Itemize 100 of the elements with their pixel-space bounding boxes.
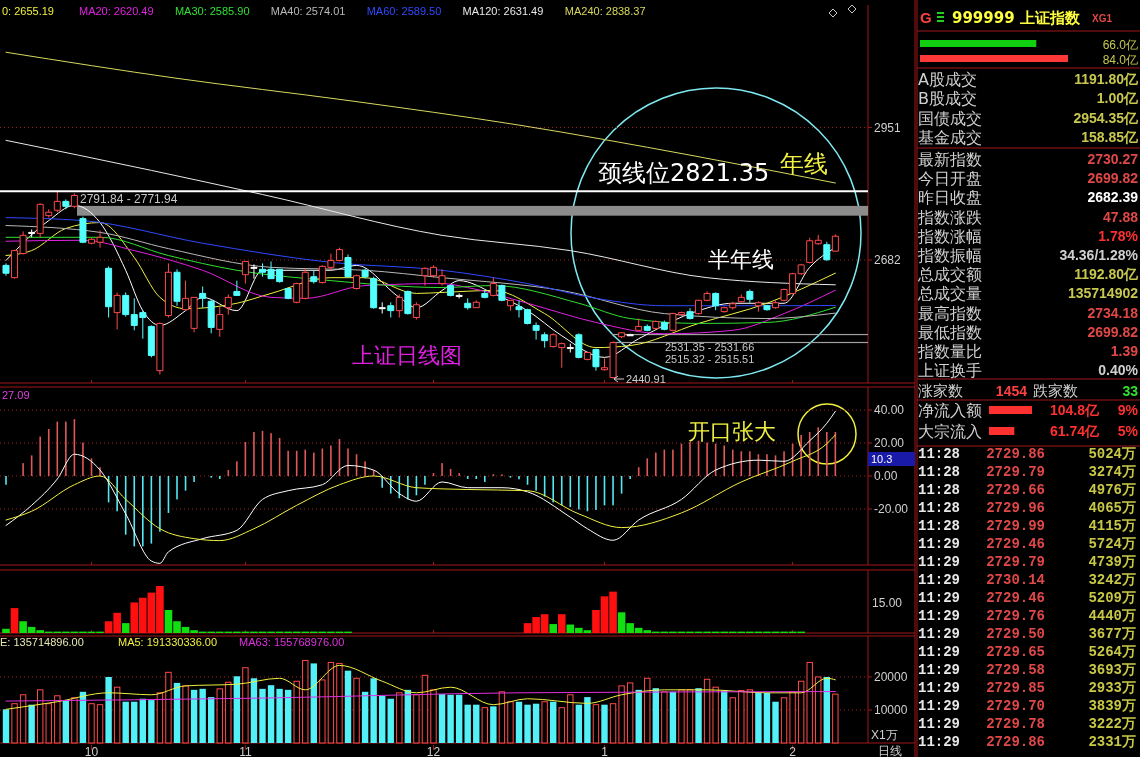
text: 33 bbox=[1122, 383, 1138, 399]
category-label: 11:29 bbox=[918, 716, 961, 732]
bar bbox=[755, 692, 762, 743]
bar bbox=[121, 623, 130, 633]
data-label: 2729.85 bbox=[986, 680, 1045, 696]
x-tick-label: 10 bbox=[84, 745, 99, 757]
bar bbox=[54, 695, 61, 744]
candlestick bbox=[156, 321, 164, 376]
data-label: 5209万 bbox=[1088, 590, 1136, 606]
bar bbox=[293, 680, 300, 744]
data-label: 3222万 bbox=[1088, 716, 1136, 732]
text: MA30: 2585.90 bbox=[174, 5, 250, 17]
bar bbox=[567, 694, 574, 744]
bar bbox=[96, 704, 104, 744]
bar bbox=[421, 674, 429, 744]
x-tick-label: 11 bbox=[239, 745, 252, 757]
bar bbox=[122, 701, 129, 743]
bar bbox=[729, 697, 736, 744]
bar bbox=[413, 694, 420, 744]
bar bbox=[635, 689, 642, 743]
bar bbox=[473, 704, 480, 743]
candlestick bbox=[464, 297, 472, 311]
candlestick bbox=[2, 262, 10, 277]
candlestick bbox=[652, 319, 660, 330]
candlestick bbox=[566, 343, 574, 353]
data-label: 2729.96 bbox=[986, 500, 1045, 516]
bar bbox=[823, 676, 830, 743]
text: 1.39 bbox=[1110, 343, 1138, 359]
text: MA40: 2574.01 bbox=[270, 5, 346, 17]
candlestick bbox=[293, 282, 301, 304]
annotation: 半年线 bbox=[708, 247, 774, 272]
text: 999999 上证指数 bbox=[952, 9, 1081, 27]
candlestick bbox=[378, 301, 386, 315]
bar bbox=[772, 701, 779, 743]
candlestick bbox=[344, 254, 352, 279]
data-label: 5024万 bbox=[1088, 446, 1136, 462]
text: MA60: 2589.50 bbox=[366, 5, 442, 17]
bar bbox=[678, 689, 685, 744]
candlestick bbox=[207, 298, 215, 334]
bar bbox=[815, 676, 822, 744]
candlestick bbox=[122, 291, 130, 318]
bar bbox=[532, 703, 540, 743]
data-label: 3693万 bbox=[1088, 662, 1136, 678]
candlestick bbox=[763, 304, 771, 312]
candlestick bbox=[489, 277, 497, 297]
category-label: 跌家数 bbox=[1033, 382, 1078, 400]
candlestick bbox=[241, 260, 249, 285]
category-label: 11:28 bbox=[918, 464, 961, 480]
candlestick bbox=[814, 234, 822, 246]
bar bbox=[62, 700, 70, 743]
bar bbox=[430, 689, 437, 744]
y-tick-label: 0.00 bbox=[874, 469, 898, 484]
text: MA63: 155768976.00 bbox=[239, 636, 345, 648]
data-label: 2729.99 bbox=[986, 518, 1045, 534]
text: 2699.82 bbox=[1087, 170, 1138, 187]
candlestick bbox=[506, 299, 514, 312]
bar bbox=[379, 695, 386, 743]
candlestick bbox=[301, 267, 309, 300]
category-label: 11:29 bbox=[918, 608, 961, 624]
candlestick bbox=[797, 263, 805, 276]
candlestick bbox=[224, 293, 232, 316]
bar bbox=[190, 689, 198, 743]
candlestick bbox=[737, 293, 745, 303]
candlestick bbox=[754, 300, 762, 313]
bar bbox=[302, 659, 309, 744]
annotation: E: 135714896.00 bbox=[0, 636, 84, 648]
data-label: 2729.46 bbox=[986, 536, 1045, 552]
line-series bbox=[5, 217, 836, 307]
category-label: 11:29 bbox=[918, 680, 961, 696]
bar bbox=[250, 678, 258, 743]
text: 5% bbox=[1117, 423, 1139, 439]
category-label: 最新指数 bbox=[918, 150, 982, 169]
bar bbox=[558, 707, 565, 744]
annotation: 上证日线图 bbox=[352, 343, 462, 368]
data-label: 2730.14 bbox=[986, 572, 1045, 588]
bar bbox=[832, 693, 839, 744]
category-label: 最低指数 bbox=[918, 322, 982, 342]
bar bbox=[438, 694, 446, 743]
bar bbox=[626, 682, 634, 744]
text: 10.3 bbox=[871, 453, 893, 465]
bar bbox=[327, 661, 335, 744]
candlestick bbox=[575, 332, 583, 359]
bar bbox=[310, 663, 317, 743]
text: 1192.80亿 bbox=[1074, 266, 1138, 283]
bar bbox=[703, 678, 711, 744]
line-series bbox=[5, 51, 836, 184]
data-label: 4115万 bbox=[1088, 518, 1136, 534]
bar bbox=[549, 624, 557, 633]
category-label: 11:29 bbox=[918, 572, 961, 588]
data-label: 2729.86 bbox=[986, 446, 1045, 462]
data-label: 66.0亿 bbox=[1102, 38, 1138, 52]
bar bbox=[361, 691, 369, 743]
text: 2730.27 bbox=[1087, 151, 1138, 167]
candlestick bbox=[831, 233, 839, 252]
text: 0.40% bbox=[1098, 362, 1138, 379]
candlestick bbox=[70, 193, 78, 209]
candlestick bbox=[712, 291, 720, 311]
candlestick bbox=[28, 228, 36, 238]
text: 2682.39 bbox=[1087, 189, 1138, 206]
text: MA20: 2620.49 bbox=[79, 5, 154, 17]
